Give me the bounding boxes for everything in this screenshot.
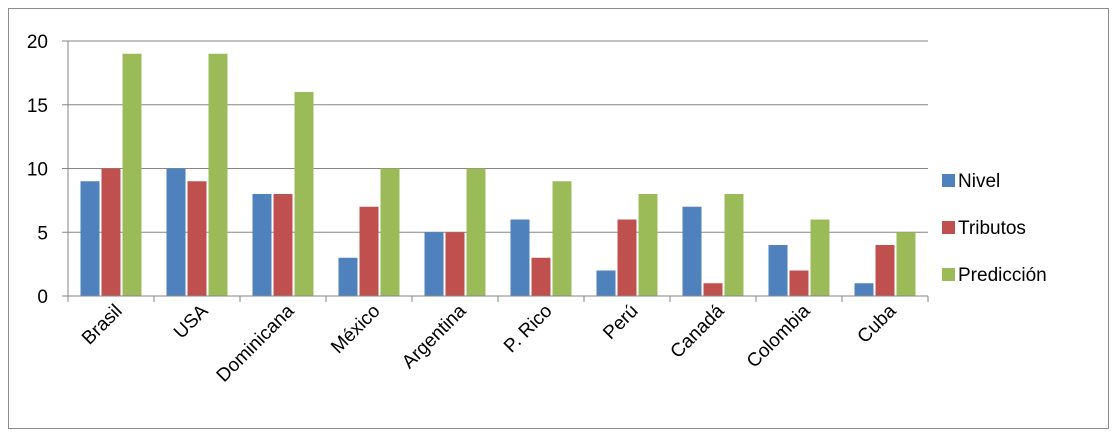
bar-tributos-4 [445, 232, 465, 296]
legend-swatch-nivel [942, 174, 955, 187]
bar-nivel-4 [424, 232, 444, 296]
x-tick-label: México [327, 301, 384, 358]
x-tick-label: Canadá [667, 300, 729, 362]
bar-predicción-5 [552, 181, 572, 296]
bar-tributos-1 [187, 181, 207, 296]
x-tick-labels: Brasil USA Dominicana México Argentina P. Ric… [78, 300, 901, 386]
bar-nivel-6 [596, 270, 616, 296]
x-tick-label: Colombia [743, 300, 815, 372]
bar-predicción-0 [122, 53, 142, 296]
bar-predicción-7 [724, 194, 744, 296]
legend: Nivel Tributos Predicción [942, 171, 1047, 286]
y-tick-label: 15 [27, 96, 48, 117]
bar-predicción-8 [810, 219, 830, 296]
bar-nivel-9 [854, 283, 874, 296]
x-tick-label: Dominicana [213, 300, 299, 386]
bars [80, 53, 916, 296]
bar-nivel-7 [682, 206, 702, 296]
x-tick-label: Perú [599, 301, 642, 344]
bar-tributos-3 [359, 206, 379, 296]
bar-tributos-9 [875, 245, 895, 296]
bar-nivel-2 [252, 194, 272, 296]
legend-swatch-tributos [942, 221, 955, 234]
y-tick-label: 5 [37, 223, 48, 244]
legend-label: Predicción [958, 265, 1047, 286]
legend-label: Nivel [958, 171, 1000, 192]
bar-nivel-8 [768, 245, 788, 296]
y-tick-label: 20 [27, 32, 48, 53]
x-tick-label: Brasil [78, 301, 126, 349]
bar-predicción-4 [466, 168, 486, 296]
y-tick-labels: 0 5 10 15 20 [27, 32, 48, 308]
bar-tributos-8 [789, 270, 809, 296]
bar-predicción-6 [638, 194, 658, 296]
bar-predicción-3 [380, 168, 400, 296]
x-tick-label: Argentina [398, 300, 471, 373]
bar-tributos-7 [703, 283, 723, 296]
bar-nivel-1 [166, 168, 186, 296]
x-tick-label: P. Rico [500, 301, 556, 357]
bar-predicción-2 [294, 92, 314, 296]
axes [62, 40, 929, 302]
bar-predicción-1 [208, 53, 228, 296]
bar-tributos-5 [531, 257, 551, 296]
legend-swatch-predicción [942, 268, 955, 281]
bar-nivel-0 [80, 181, 100, 296]
bar-tributos-0 [101, 168, 121, 296]
bar-predicción-9 [896, 232, 916, 296]
bar-nivel-5 [510, 219, 530, 296]
legend-label: Tributos [958, 218, 1026, 239]
x-tick-label: USA [170, 300, 213, 343]
y-tick-label: 0 [37, 287, 48, 308]
bar-tributos-2 [273, 194, 293, 296]
x-tick-label: Cuba [854, 300, 901, 347]
y-tick-label: 10 [27, 160, 48, 181]
bar-nivel-3 [338, 257, 358, 296]
bar-tributos-6 [617, 219, 637, 296]
